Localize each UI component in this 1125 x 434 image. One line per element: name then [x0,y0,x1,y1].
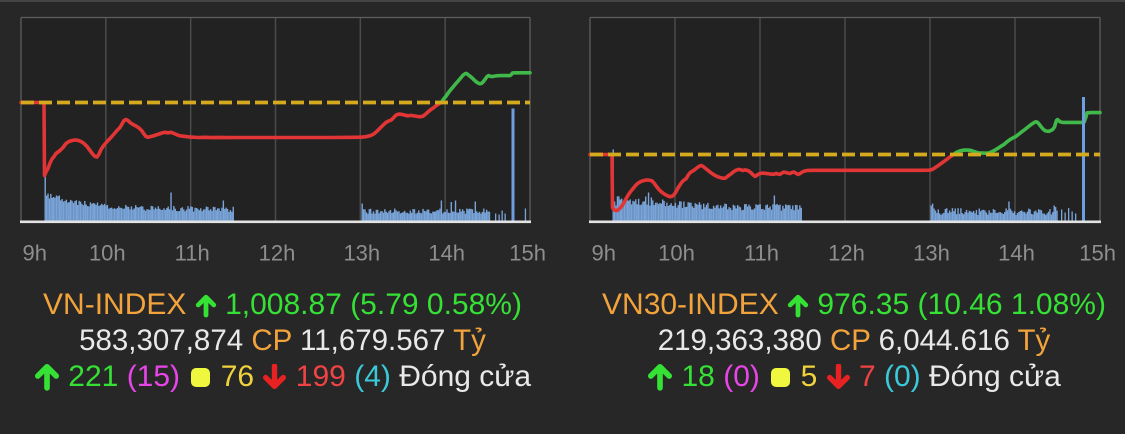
svg-text:13h: 13h [913,241,950,266]
svg-text:15h: 15h [509,241,546,266]
svg-text:11h: 11h [744,241,779,266]
svg-text:10h: 10h [658,241,695,266]
svg-text:11h: 11h [175,241,210,266]
svg-text:10h: 10h [89,241,126,266]
svg-text:12h: 12h [259,241,296,266]
svg-text:14h: 14h [428,241,465,266]
svg-text:9h: 9h [592,241,616,266]
svg-text:14h: 14h [998,241,1035,266]
svg-text:13h: 13h [343,241,380,266]
svg-text:15h: 15h [1079,241,1116,266]
svg-text:12h: 12h [828,241,865,266]
svg-text:9h: 9h [23,241,47,266]
